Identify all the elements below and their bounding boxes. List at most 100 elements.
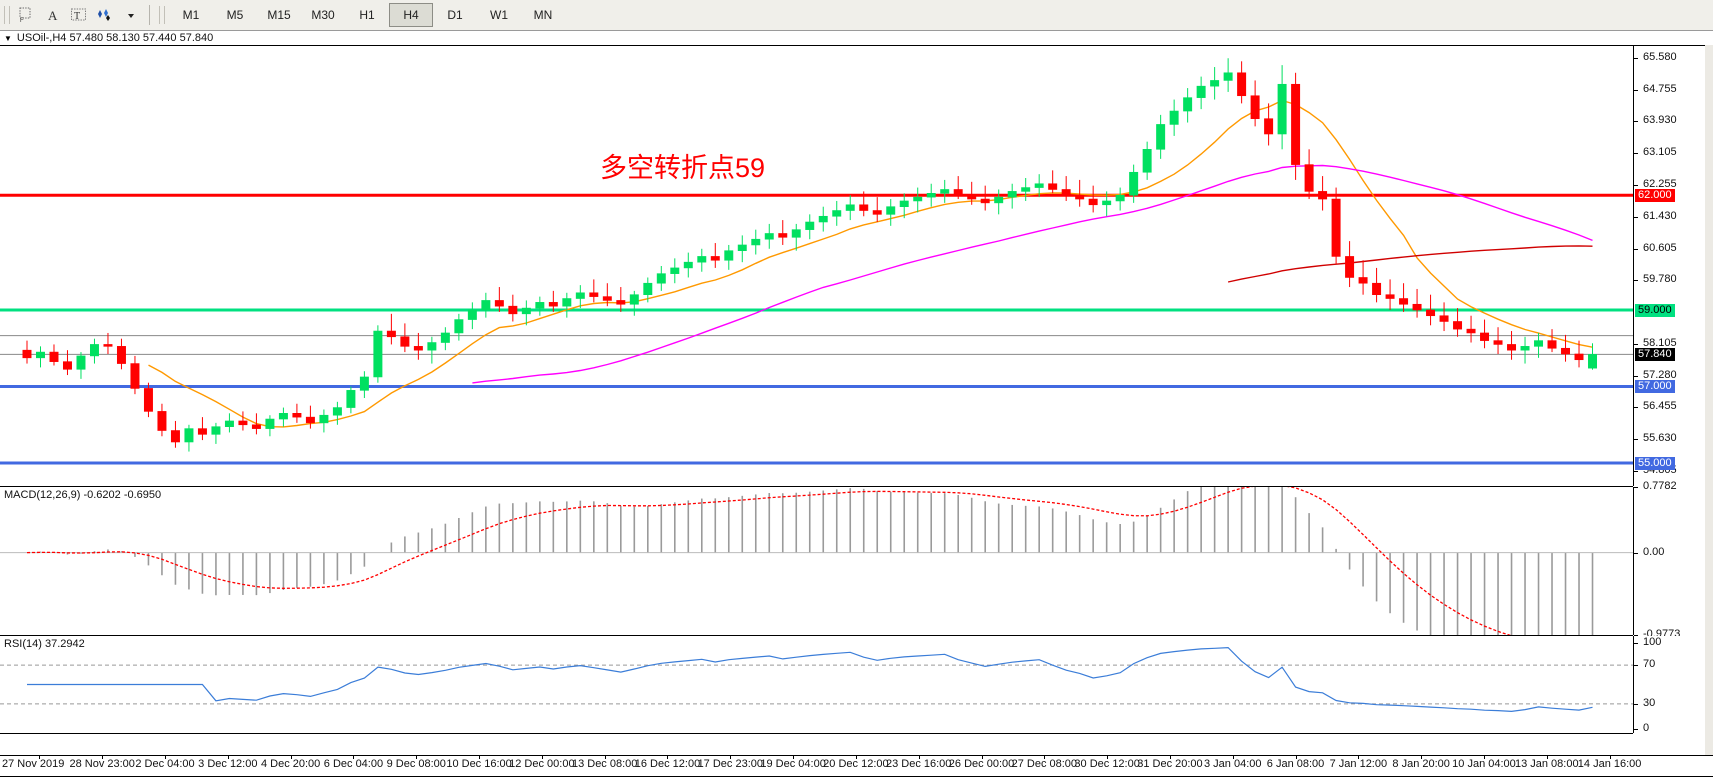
time-label: 26 Dec 00:00: [948, 758, 1015, 770]
price-tag-59-000: 59.000: [1635, 303, 1675, 317]
time-label: 28 Nov 23:00: [69, 758, 135, 770]
macd-signal-line: [26, 487, 1512, 635]
text-tool-icon[interactable]: A: [41, 3, 65, 27]
objects-icon[interactable]: [93, 3, 117, 27]
time-tick: [793, 756, 795, 759]
time-tick: [1421, 756, 1423, 759]
time-tick: [730, 756, 732, 759]
macd-plot-area: [0, 487, 1633, 635]
time-label: 30 Dec 12:00: [1074, 758, 1140, 770]
time-label: 9 Dec 08:00: [386, 758, 446, 770]
toolbar-grip[interactable]: [4, 6, 10, 24]
time-tick: [353, 756, 355, 759]
time-tick: [479, 756, 481, 759]
rsi-plot-area: [0, 636, 1633, 733]
time-tick: [1609, 756, 1611, 759]
candlestick-series: [22, 58, 1597, 452]
price-tag-57-000: 57.000: [1635, 380, 1675, 394]
time-scale-axis[interactable]: 27 Nov 2019 28 Nov 23:00 2 Dec 04:00 3 Dec …: [0, 755, 1713, 778]
time-label: 27 Dec 08:00: [1011, 758, 1078, 770]
time-tick: [604, 756, 606, 759]
svg-text:T: T: [74, 11, 80, 22]
rsi-line: [27, 646, 1593, 713]
svg-text:A: A: [48, 8, 58, 23]
time-label: 4 Dec 20:00: [260, 758, 321, 770]
main-toolbar: F A T M1 M5 M15 M30 H1 H4 D1 W1 MN: [0, 0, 1713, 31]
time-tick: [981, 756, 983, 759]
ma-slow-line: [1227, 245, 1593, 283]
time-label: 12 Dec 00:00: [509, 758, 575, 770]
timeframe-h4[interactable]: H4: [389, 3, 433, 27]
timeframe-m30[interactable]: M30: [311, 8, 335, 22]
time-label: 10 Dec 16:00: [446, 758, 512, 770]
macd-scale-axis[interactable]: 0.7782 0.00 -0.9773: [1633, 480, 1713, 640]
timeframe-m1[interactable]: M1: [182, 8, 200, 22]
time-label: 13 Dec 08:00: [571, 758, 638, 770]
time-tick: [1546, 756, 1548, 759]
time-tick: [1483, 756, 1485, 759]
vertical-scrollbar[interactable]: [1705, 45, 1713, 755]
time-label: 27 Nov 2019: [2, 758, 65, 770]
timeframe-group: M1 M5 M15 M30 H1 H4 D1 W1 MN: [169, 3, 565, 27]
label-tool-icon[interactable]: T: [67, 3, 91, 27]
price-tag-57-840: 57.840: [1635, 347, 1675, 361]
chevron-down-icon[interactable]: [119, 3, 143, 27]
time-label: 14 Jan 16:00: [1577, 758, 1642, 770]
timeframe-h1[interactable]: H1: [359, 8, 375, 22]
svg-text:F: F: [20, 18, 24, 23]
time-label: 6 Jan 08:00: [1266, 758, 1325, 770]
rsi-scale-axis[interactable]: 100 70 30 0: [1633, 636, 1713, 734]
ma-mid-line: [472, 164, 1593, 384]
timeframe-m5[interactable]: M5: [226, 8, 244, 22]
time-tick: [1107, 756, 1109, 759]
timeframe-w1[interactable]: W1: [490, 8, 508, 22]
timeframe-grip[interactable]: [159, 6, 165, 24]
time-label: 7 Jan 12:00: [1329, 758, 1388, 770]
time-label: 13 Jan 08:00: [1514, 758, 1579, 770]
price-chart-panel[interactable]: 多空转折点59: [0, 46, 1633, 487]
timeframe-mn[interactable]: MN: [533, 8, 553, 22]
time-label: 10 Jan 04:00: [1452, 758, 1516, 770]
timeframe-d1[interactable]: D1: [447, 8, 463, 22]
time-tick: [541, 756, 543, 759]
time-label: 31 Dec 20:00: [1137, 758, 1203, 770]
ma-fast-line: [148, 99, 1593, 428]
macd-indicator-panel[interactable]: MACD(12,26,9) -0.6202 -0.6950: [0, 487, 1633, 636]
chart-annotation-label: 多空转折点59: [600, 153, 766, 183]
time-label: 2 Dec 04:00: [135, 758, 195, 770]
time-label: 23 Dec 16:00: [885, 758, 952, 770]
time-tick: [290, 756, 292, 759]
time-tick: [1232, 756, 1234, 759]
timeframe-m15[interactable]: M15: [267, 8, 291, 22]
time-tick: [855, 756, 857, 759]
symbol-info-bar: ▼ USOil-,H4 57.480 58.130 57.440 57.840: [0, 31, 1713, 45]
crosshair-icon[interactable]: F: [15, 3, 39, 27]
toolbar-separator: [149, 5, 150, 25]
time-label: 19 Dec 04:00: [760, 758, 826, 770]
price-tag-62-000: 62.000: [1635, 188, 1675, 202]
time-tick: [1295, 756, 1297, 759]
symbol-ohlc-text: USOil-,H4 57.480 58.130 57.440 57.840: [16, 32, 214, 44]
rsi-label: RSI(14) 37.2942: [4, 638, 85, 650]
time-tick: [39, 756, 41, 759]
price-plot-area: [0, 46, 1633, 486]
chart-frame: 多空转折点59 65.580 64.755 63.930 63.105 62.255 61…: [0, 45, 1713, 756]
time-label: 17 Dec 23:00: [697, 758, 763, 770]
time-tick: [1044, 756, 1046, 759]
time-tick: [102, 756, 104, 759]
price-scale-axis[interactable]: 65.580 64.755 63.930 63.105 62.255 61.430 60.6…: [1633, 46, 1713, 486]
time-tick: [227, 756, 229, 759]
time-tick: [1169, 756, 1171, 759]
chart-menu-caret-icon[interactable]: ▼: [4, 33, 12, 43]
price-tag-55-000: 55.000: [1635, 456, 1675, 470]
time-label: 6 Dec 04:00: [323, 758, 384, 770]
rsi-indicator-panel[interactable]: RSI(14) 37.2942: [0, 636, 1633, 734]
macd-label: MACD(12,26,9) -0.6202 -0.6950: [4, 489, 162, 501]
time-label: 20 Dec 12:00: [823, 758, 889, 770]
macd-histogram: [39, 487, 1594, 635]
time-tick: [416, 756, 418, 759]
time-label: 3 Jan 04:00: [1204, 758, 1262, 770]
time-label: 16 Dec 12:00: [634, 758, 701, 770]
time-tick: [918, 756, 920, 759]
